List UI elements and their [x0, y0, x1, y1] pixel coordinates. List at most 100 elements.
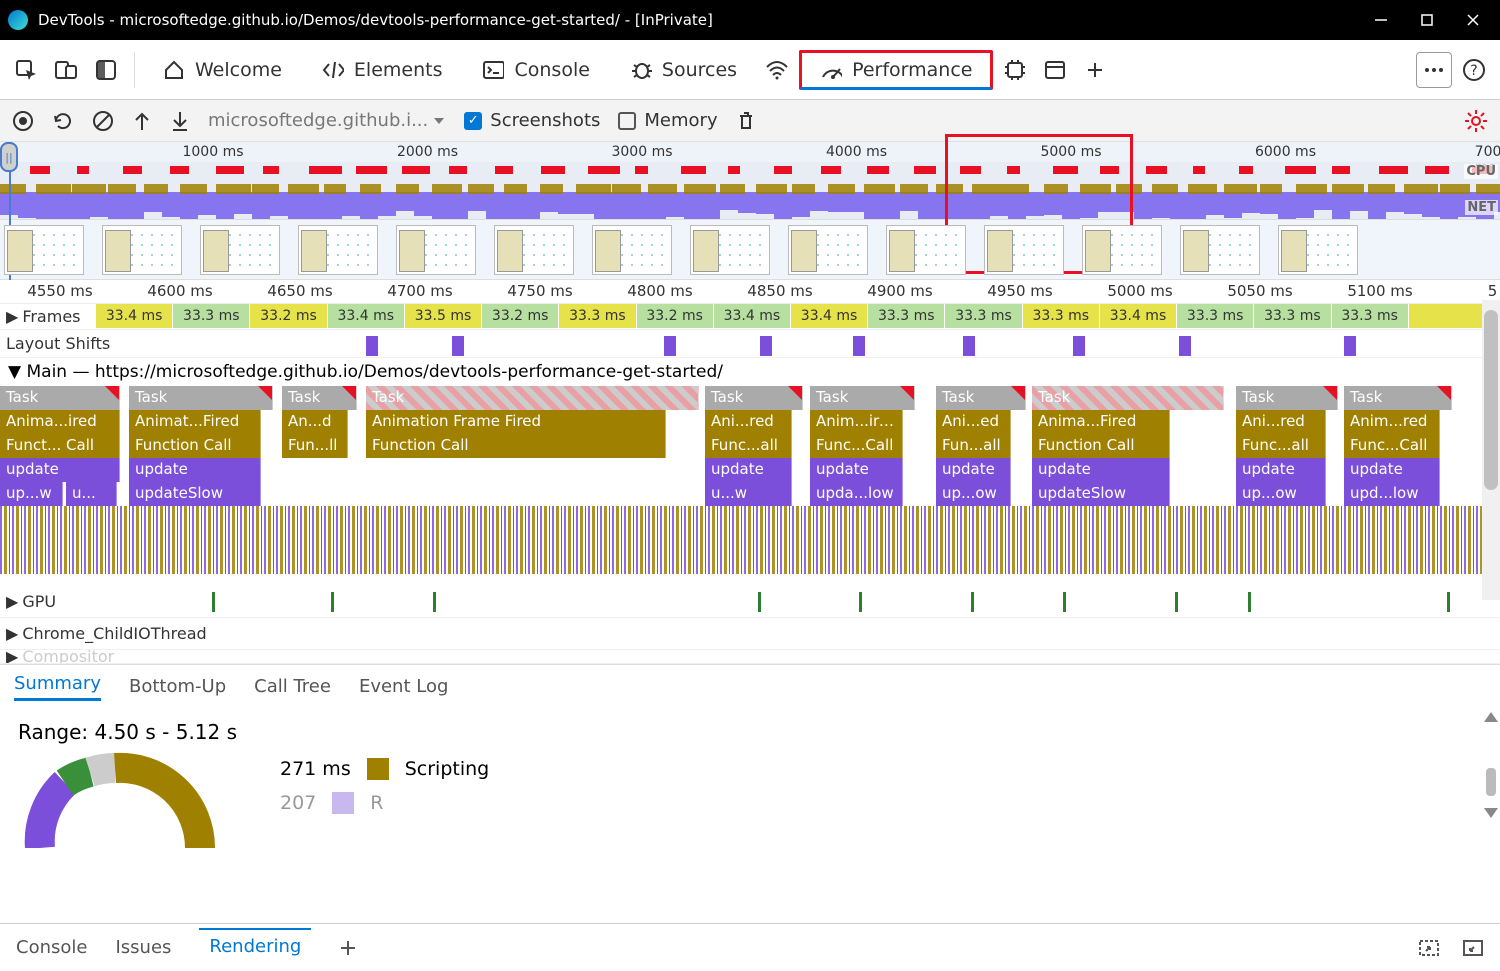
- filmstrip-thumb[interactable]: [1180, 225, 1260, 275]
- layout-shift-block[interactable]: [452, 336, 464, 356]
- frame-block[interactable]: 33.3 ms: [1332, 304, 1409, 328]
- frame-block[interactable]: 33.3 ms: [945, 304, 1022, 328]
- gpu-event[interactable]: [1248, 592, 1251, 612]
- flame-entry[interactable]: update: [936, 458, 1011, 482]
- flame-entry[interactable]: update: [0, 458, 120, 482]
- layout-shift-block[interactable]: [1073, 336, 1085, 356]
- collapse-icon[interactable]: ▼: [8, 362, 21, 382]
- device-icon[interactable]: [48, 52, 84, 88]
- expand-icon[interactable]: ▶: [6, 592, 18, 611]
- childio-track[interactable]: ▶Chrome_ChildIOThread: [0, 618, 1500, 650]
- tab-bottom-up[interactable]: Bottom-Up: [129, 676, 226, 697]
- frame-block[interactable]: 33.2 ms: [250, 304, 327, 328]
- filmstrip-thumb[interactable]: [396, 225, 476, 275]
- inspect-icon[interactable]: [8, 52, 44, 88]
- tab-elements[interactable]: Elements: [304, 53, 461, 87]
- frame-block[interactable]: 33.4 ms: [328, 304, 405, 328]
- layout-shift-block[interactable]: [664, 336, 676, 356]
- flame-entry[interactable]: Anima...Fired: [1032, 410, 1170, 434]
- flame-entry[interactable]: up...ow: [1236, 482, 1326, 506]
- flame-entry[interactable]: Task: [0, 386, 120, 410]
- summary-scroll-thumb[interactable]: [1484, 768, 1498, 796]
- layout-shift-block[interactable]: [366, 336, 378, 356]
- expand-icon[interactable]: ▶: [6, 307, 18, 326]
- flame-entry[interactable]: upd...low: [1344, 482, 1440, 506]
- drawer-expand-icon[interactable]: [1418, 939, 1440, 957]
- flame-entry[interactable]: An...d: [282, 410, 348, 434]
- drawer-rendering[interactable]: Rendering: [199, 928, 311, 965]
- flame-entry[interactable]: update: [810, 458, 903, 482]
- flame-entry[interactable]: Func...Call: [1344, 434, 1440, 458]
- flame-entry[interactable]: Task: [810, 386, 915, 410]
- gpu-event[interactable]: [1447, 592, 1450, 612]
- tab-event-log[interactable]: Event Log: [359, 676, 448, 697]
- flame-entry[interactable]: up...w: [0, 482, 63, 506]
- network-conditions-icon[interactable]: [759, 52, 795, 88]
- frame-block[interactable]: 33.3 ms: [559, 304, 636, 328]
- frame-block[interactable]: 33.3 ms: [173, 304, 250, 328]
- flame-entry[interactable]: Task: [129, 386, 273, 410]
- flame-entry[interactable]: Func...all: [1236, 434, 1326, 458]
- frame-block[interactable]: 33.3 ms: [868, 304, 945, 328]
- application-icon[interactable]: [1037, 52, 1073, 88]
- dock-icon[interactable]: [88, 52, 124, 88]
- flame-entry[interactable]: Animat...Fired: [129, 410, 261, 434]
- maximize-button[interactable]: [1418, 11, 1436, 29]
- flame-entry[interactable]: update: [1032, 458, 1170, 482]
- flame-entry[interactable]: Fun...all: [936, 434, 1011, 458]
- flame-entry[interactable]: up...ow: [936, 482, 1011, 506]
- gpu-event[interactable]: [1175, 592, 1178, 612]
- flame-entry[interactable]: Task: [705, 386, 803, 410]
- upload-profile-button[interactable]: [132, 110, 152, 132]
- gpu-event[interactable]: [212, 592, 215, 612]
- flame-entry[interactable]: Ani...red: [705, 410, 792, 434]
- gpu-track[interactable]: ▶GPU: [0, 586, 1500, 618]
- flame-entry[interactable]: Function Call: [366, 434, 666, 458]
- frame-block[interactable]: 33.3 ms: [1023, 304, 1100, 328]
- flame-entry[interactable]: u...w: [705, 482, 792, 506]
- frame-block[interactable]: 33.2 ms: [482, 304, 559, 328]
- filmstrip-thumb[interactable]: [1082, 225, 1162, 275]
- tab-summary[interactable]: Summary: [14, 673, 101, 701]
- compositor-track[interactable]: ▶Compositor: [0, 650, 1500, 664]
- flame-entry[interactable]: update: [1236, 458, 1326, 482]
- gpu-event[interactable]: [331, 592, 334, 612]
- frame-block[interactable]: [1409, 304, 1486, 328]
- filmstrip-thumb[interactable]: [984, 225, 1064, 275]
- flame-entry[interactable]: Animation Frame Fired: [366, 410, 666, 434]
- flame-entry[interactable]: Ani...ed: [936, 410, 1011, 434]
- flame-entry[interactable]: upda...low: [810, 482, 903, 506]
- filmstrip-thumb[interactable]: [494, 225, 574, 275]
- memory-checkbox[interactable]: Memory: [618, 110, 717, 131]
- scrollbar-thumb[interactable]: [1484, 310, 1498, 490]
- gpu-event[interactable]: [1063, 592, 1066, 612]
- tab-console[interactable]: Console: [464, 53, 607, 87]
- flame-entry[interactable]: Task: [1344, 386, 1452, 410]
- filmstrip-thumb[interactable]: [788, 225, 868, 275]
- flame-entry[interactable]: Fun...ll: [282, 434, 348, 458]
- flame-entry[interactable]: Func...Call: [810, 434, 903, 458]
- layout-shift-block[interactable]: [1179, 336, 1191, 356]
- filmstrip-thumb[interactable]: [690, 225, 770, 275]
- flame-entry[interactable]: Anim...red: [1344, 410, 1440, 434]
- help-icon[interactable]: ?: [1456, 52, 1492, 88]
- flame-entry[interactable]: Function Call: [1032, 434, 1170, 458]
- frame-block[interactable]: 33.3 ms: [1177, 304, 1254, 328]
- flame-entry[interactable]: Task: [1032, 386, 1224, 410]
- flame-entry[interactable]: Funct... Call: [0, 434, 120, 458]
- flame-entry[interactable]: update: [1344, 458, 1440, 482]
- gpu-event[interactable]: [859, 592, 862, 612]
- layout-shift-block[interactable]: [853, 336, 865, 356]
- tab-welcome[interactable]: Welcome: [145, 53, 300, 87]
- screenshots-filmstrip[interactable]: [0, 220, 1500, 280]
- gpu-event[interactable]: [433, 592, 436, 612]
- layout-shift-block[interactable]: [760, 336, 772, 356]
- flame-entry[interactable]: Task: [282, 386, 357, 410]
- main-thread-label[interactable]: ▼ Main — https://microsoftedge.github.io…: [0, 358, 1500, 386]
- overview-chart[interactable]: 1000 ms2000 ms3000 ms4000 ms5000 ms6000 …: [0, 142, 1500, 220]
- frame-block[interactable]: 33.3 ms: [1254, 304, 1331, 328]
- tab-performance[interactable]: Performance: [799, 50, 993, 90]
- flame-entry[interactable]: u...: [66, 482, 117, 506]
- summary-scroll-down[interactable]: [1484, 808, 1498, 818]
- filmstrip-thumb[interactable]: [102, 225, 182, 275]
